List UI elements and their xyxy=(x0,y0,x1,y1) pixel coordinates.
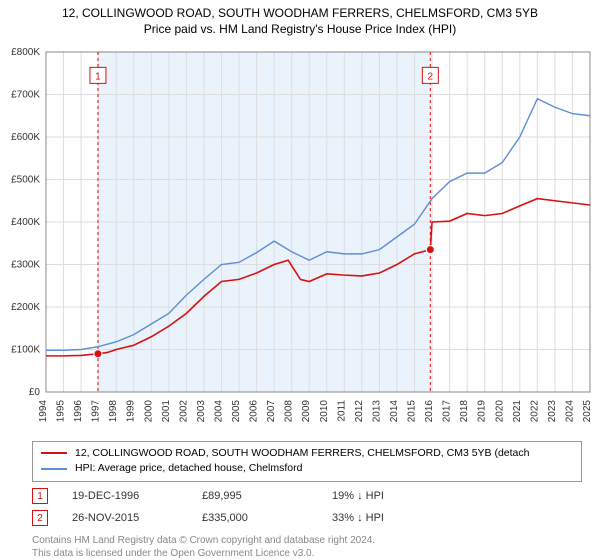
svg-text:2016: 2016 xyxy=(424,399,435,422)
license-line2: This data is licensed under the Open Gov… xyxy=(32,547,600,560)
svg-text:2008: 2008 xyxy=(284,399,295,422)
svg-text:2013: 2013 xyxy=(371,399,382,422)
license-text: Contains HM Land Registry data © Crown c… xyxy=(32,534,600,560)
svg-text:1999: 1999 xyxy=(126,399,137,422)
svg-text:£600K: £600K xyxy=(11,132,40,143)
marker-date: 26-NOV-2015 xyxy=(72,512,202,524)
svg-text:1994: 1994 xyxy=(38,399,49,422)
svg-text:£300K: £300K xyxy=(11,259,40,270)
svg-text:2011: 2011 xyxy=(336,399,347,421)
svg-text:2003: 2003 xyxy=(196,399,207,422)
svg-text:£800K: £800K xyxy=(11,47,40,58)
svg-text:1997: 1997 xyxy=(91,399,102,422)
svg-text:2012: 2012 xyxy=(354,399,365,422)
marker-annotations: 1 19-DEC-1996£89,99519% ↓ HPI 2 26-NOV-2015… xyxy=(0,488,600,526)
svg-text:2001: 2001 xyxy=(161,399,172,422)
legend-item: HPI: Average price, detached house, Chel… xyxy=(41,461,573,477)
svg-text:2017: 2017 xyxy=(442,399,453,422)
marker-row: 2 26-NOV-2015£335,00033% ↓ HPI xyxy=(32,510,600,526)
marker-date: 19-DEC-1996 xyxy=(72,490,202,502)
marker-price: £335,000 xyxy=(202,512,332,524)
svg-text:2010: 2010 xyxy=(319,399,330,422)
marker-price: £89,995 xyxy=(202,490,332,502)
legend-label: 12, COLLINGWOOD ROAD, SOUTH WOODHAM FERR… xyxy=(75,446,530,462)
svg-text:2022: 2022 xyxy=(529,399,540,422)
marker-number-box: 1 xyxy=(32,488,48,504)
svg-text:1998: 1998 xyxy=(108,399,119,422)
legend-swatch xyxy=(41,452,67,454)
svg-text:2021: 2021 xyxy=(512,399,523,422)
svg-text:1996: 1996 xyxy=(73,399,84,422)
chart-area: £0 £100K £200K £300K £400K £500K £600K £700K £80… xyxy=(0,42,600,437)
chart-container: 12, COLLINGWOOD ROAD, SOUTH WOODHAM FERR… xyxy=(0,0,600,560)
marker-vs: 33% ↓ HPI xyxy=(332,512,462,524)
legend: 12, COLLINGWOOD ROAD, SOUTH WOODHAM FERR… xyxy=(32,441,582,483)
svg-text:£400K: £400K xyxy=(11,217,40,228)
marker-row: 1 19-DEC-1996£89,99519% ↓ HPI xyxy=(32,488,600,504)
svg-text:2018: 2018 xyxy=(459,399,470,422)
svg-text:£200K: £200K xyxy=(11,302,40,313)
svg-text:£700K: £700K xyxy=(11,89,40,100)
legend-item: 12, COLLINGWOOD ROAD, SOUTH WOODHAM FERR… xyxy=(41,446,573,462)
svg-text:2002: 2002 xyxy=(178,399,189,422)
chart-title: 12, COLLINGWOOD ROAD, SOUTH WOODHAM FERR… xyxy=(0,0,600,22)
svg-text:2009: 2009 xyxy=(301,399,312,422)
line-chart-svg: £0 £100K £200K £300K £400K £500K £600K £700K £80… xyxy=(0,42,600,437)
svg-text:2005: 2005 xyxy=(231,399,242,422)
license-line1: Contains HM Land Registry data © Crown c… xyxy=(32,534,600,547)
marker-vs: 19% ↓ HPI xyxy=(332,490,462,502)
svg-text:2024: 2024 xyxy=(564,399,575,422)
svg-text:2023: 2023 xyxy=(547,399,558,422)
svg-text:1: 1 xyxy=(95,71,101,82)
svg-text:£500K: £500K xyxy=(11,174,40,185)
legend-swatch xyxy=(41,468,67,470)
svg-text:2004: 2004 xyxy=(213,399,224,422)
svg-text:2000: 2000 xyxy=(143,399,154,422)
svg-text:2025: 2025 xyxy=(582,399,593,422)
svg-text:2: 2 xyxy=(428,71,434,82)
svg-text:2007: 2007 xyxy=(266,399,277,422)
legend-label: HPI: Average price, detached house, Chel… xyxy=(75,461,302,477)
marker-number-box: 2 xyxy=(32,510,48,526)
svg-text:2014: 2014 xyxy=(389,399,400,422)
chart-subtitle: Price paid vs. HM Land Registry's House … xyxy=(0,22,600,36)
svg-text:1995: 1995 xyxy=(56,399,67,422)
svg-text:2006: 2006 xyxy=(249,399,260,422)
svg-text:£100K: £100K xyxy=(11,344,40,355)
svg-text:2020: 2020 xyxy=(494,399,505,422)
svg-text:£0: £0 xyxy=(29,387,41,398)
svg-text:2015: 2015 xyxy=(407,399,418,422)
svg-text:2019: 2019 xyxy=(477,399,488,422)
